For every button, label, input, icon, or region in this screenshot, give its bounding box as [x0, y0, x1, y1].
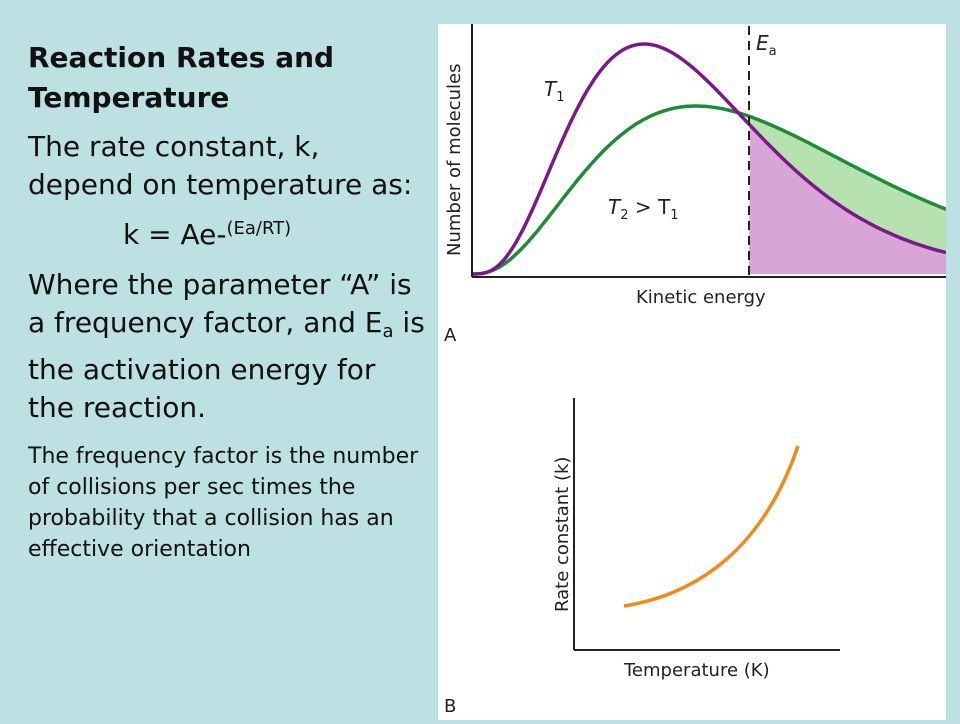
parameter-text-1: Where the parameter “A” is a frequency f… — [28, 268, 412, 339]
frequency-note: The frequency factor is the number of co… — [28, 444, 419, 562]
slide-title: Reaction Rates and Temperature — [28, 41, 335, 114]
figure-panel: Ea T1 T2 > T1 Number of molecules Kineti… — [438, 24, 947, 720]
parameter-subscript: a — [382, 321, 394, 342]
distribution-curve-t1 — [472, 42, 947, 276]
figure-svg: Ea T1 T2 > T1 Number of molecules Kineti… — [444, 24, 947, 717]
activation-energy-label: Ea — [756, 31, 777, 59]
chart-b-panel-label: B — [444, 696, 456, 717]
chart-b-x-label: Temperature (K) — [623, 660, 770, 681]
chart-a-x-label: Kinetic energy — [636, 287, 766, 308]
distribution-curve-t2 — [472, 104, 947, 276]
text-panel: Reaction Rates and Temperature The rate … — [28, 38, 428, 565]
equation-base: k = Ae- — [123, 218, 227, 251]
chart-a-panel-label: A — [444, 325, 457, 346]
parameter-text-2: is the activation energy for the reactio… — [28, 306, 425, 424]
t1-label: T1 — [544, 77, 565, 105]
equation-exponent: (Ea/RT) — [226, 218, 292, 239]
rate-equation: k = Ae-(Ea/RT) — [123, 216, 428, 254]
t2-label: T2 > T1 — [608, 195, 678, 223]
parameter-paragraph: Where the parameter “A” is a frequency f… — [28, 266, 428, 427]
intro-paragraph: The rate constant, k, depend on temperat… — [28, 130, 413, 201]
chart-a-y-label: Number of molecules — [444, 64, 465, 256]
chart-b-y-label: Rate constant (k) — [552, 457, 573, 612]
rate-constant-curve — [623, 445, 800, 608]
